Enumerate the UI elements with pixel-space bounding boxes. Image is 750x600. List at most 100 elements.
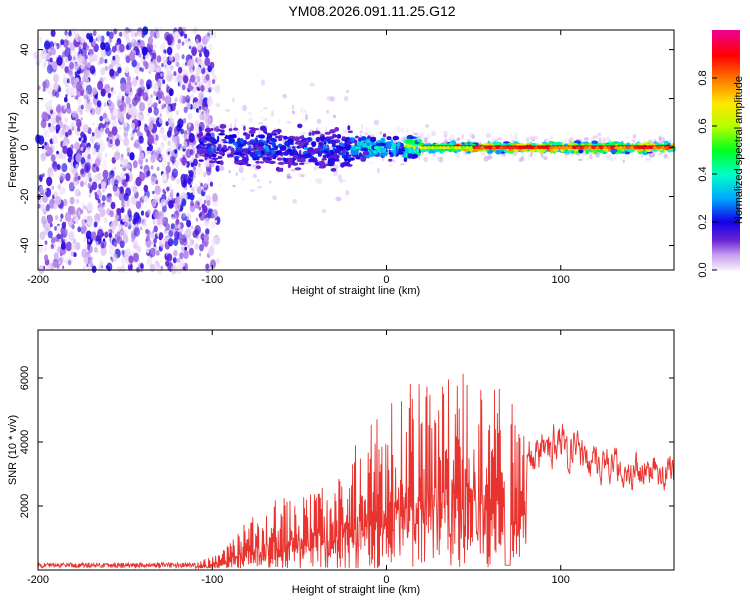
spectrogram-cell: [194, 242, 200, 250]
spectrogram-cell: [210, 123, 217, 128]
spectrogram-cell: [182, 68, 187, 75]
spectrogram-cell: [86, 100, 93, 110]
colorbar-band: [712, 216, 740, 219]
spectrogram-cell: [61, 239, 64, 243]
spectrogram-cell: [351, 137, 355, 141]
spectrogram-cell: [255, 160, 260, 164]
colorbar-band: [712, 212, 740, 215]
spectrogram-cell: [291, 104, 295, 111]
colorbar-band: [712, 214, 740, 217]
colorbar-band: [712, 80, 740, 83]
spectrogram-cell: [80, 104, 84, 110]
spectrogram-cell: [425, 124, 430, 128]
spectrogram-cell: [119, 43, 125, 53]
spectrogram-cell: [63, 103, 67, 109]
spectrogram-cell: [422, 137, 429, 140]
spectrogram-cell: [641, 146, 647, 150]
spectrogram-cell: [549, 146, 555, 150]
spectrogram-cell: [183, 250, 189, 260]
spectrogram-cell: [68, 231, 75, 241]
spectrogram-cell: [131, 77, 138, 87]
spectrogram-cell: [146, 234, 150, 241]
spectrogram-cell: [480, 146, 486, 150]
spectrogram-cell: [183, 133, 188, 140]
spectrogram-cell: [65, 83, 68, 87]
spectrogram-cell: [63, 74, 66, 78]
spectrogram-cell: [180, 147, 183, 152]
spectrogram-cell: [40, 203, 46, 212]
colorbar-band: [712, 158, 740, 161]
colorbar-band: [712, 68, 740, 71]
spectrogram-cell: [208, 153, 212, 159]
spectrogram-cell: [52, 258, 59, 269]
spectrogram-cell: [190, 93, 194, 100]
spectrogram-cell: [202, 205, 208, 214]
spectrogram-cell: [200, 85, 205, 92]
spectrogram-cell: [77, 226, 82, 233]
spectrogram-cell: [183, 75, 189, 84]
spectrogram-cell: [147, 106, 153, 114]
spectrogram-cell: [59, 233, 64, 240]
spectrogram-cell: [87, 245, 91, 251]
spectrogram-cell: [69, 196, 75, 205]
colorbar-band: [712, 268, 740, 271]
spectrogram-cell: [203, 233, 209, 243]
spectrogram-cell: [529, 148, 536, 153]
spectrogram-cell: [166, 46, 173, 56]
spectrogram-cell: [147, 134, 154, 145]
spectrogram-cell: [104, 231, 109, 238]
spectrogram-cell: [102, 169, 109, 179]
spectrogram-cell: [62, 145, 68, 154]
colorbar-band: [712, 230, 740, 233]
spectrogram-cell: [129, 152, 135, 161]
spectrogram-cell: [233, 156, 240, 159]
spectrogram-cell: [449, 146, 455, 150]
spectrogram-cell: [95, 105, 102, 115]
spectrogram-cell: [161, 52, 167, 62]
spectrogram-cell: [192, 26, 198, 35]
spectrogram-cell: [47, 146, 53, 156]
spectrogram-cell: [304, 109, 307, 114]
spectrogram-cell: [46, 264, 51, 271]
colorbar-band: [712, 78, 740, 81]
spectrogram-cell: [255, 165, 261, 169]
spectrogram-cell: [258, 134, 266, 139]
colorbar-band: [712, 224, 740, 227]
spectrogram-cell: [185, 162, 188, 167]
spectrogram-cell: [167, 196, 171, 202]
colorbar-band: [712, 116, 740, 119]
spectrogram-cell: [45, 52, 50, 61]
spectrogram-cell: [108, 232, 113, 239]
spectrogram-cell: [354, 139, 358, 145]
spectrogram-cell: [298, 142, 304, 148]
spectrogram-cell: [222, 141, 229, 144]
colorbar-band: [712, 258, 740, 261]
spectrogram-cell: [496, 143, 501, 146]
spectrogram-cell: [276, 157, 283, 161]
spectrogram-cell: [168, 183, 172, 188]
spectrogram-cell: [575, 146, 582, 150]
spectrogram-cell: [406, 143, 410, 148]
spectrogram-cell: [342, 179, 347, 183]
spectrogram-cell: [578, 149, 584, 154]
spectrogram-cell: [179, 222, 184, 229]
spectrogram-cell: [308, 132, 312, 136]
spectrogram-cell: [57, 86, 62, 93]
spectrogram-cell: [117, 66, 122, 74]
spectrogram-cell: [169, 64, 174, 71]
spectrogram-cell: [103, 216, 108, 224]
spectrogram-cell: [200, 182, 203, 187]
spectrogram-cell: [56, 164, 61, 171]
spectrogram-cell: [70, 251, 74, 257]
spectrogram-cell: [270, 110, 275, 118]
spectrogram-cell: [216, 128, 222, 132]
spectrogram-cell: [93, 54, 98, 62]
spectrogram-cell: [245, 133, 251, 139]
colorbar-band: [712, 226, 740, 229]
spectrogram-cell: [418, 146, 424, 150]
spectrogram-cell: [152, 149, 159, 159]
colorbar-band: [712, 168, 740, 171]
spectrogram-cell: [345, 190, 350, 196]
spectrogram-cell: [130, 29, 136, 38]
spectrogram-cell: [181, 140, 188, 150]
